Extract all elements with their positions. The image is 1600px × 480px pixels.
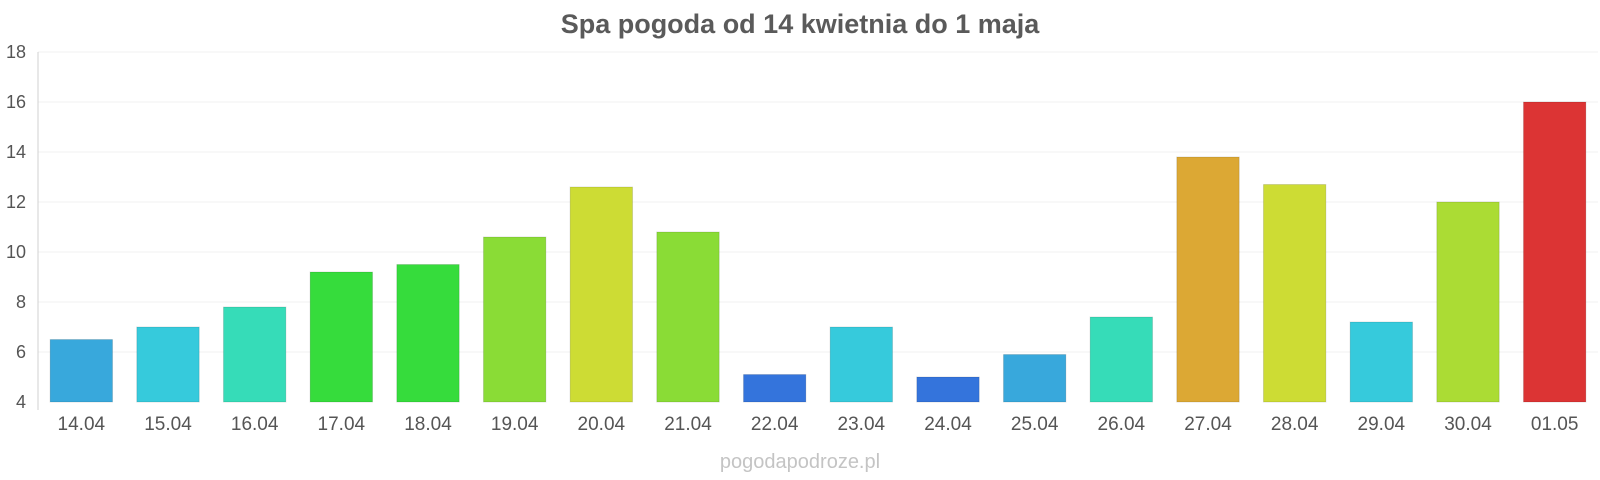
y-tick-label: 16	[6, 92, 26, 112]
bar-20.04	[569, 186, 634, 403]
bar-21.04	[656, 231, 720, 403]
x-tick-label: 24.04	[924, 414, 972, 435]
x-tick-label: 01.05	[1531, 414, 1579, 435]
x-tick-label: 16.04	[231, 414, 279, 435]
y-tick-label: 4	[16, 392, 26, 412]
bar-30.04	[1436, 201, 1500, 403]
x-tick-label: 25.04	[1011, 414, 1059, 435]
x-tick-label: 17.04	[318, 414, 366, 435]
x-tick-label: 30.04	[1444, 414, 1492, 435]
bar-16.04	[222, 306, 287, 403]
bar-27.04	[1176, 156, 1240, 403]
source-label: pogodapodroze.pl	[720, 451, 880, 473]
x-tick-label: 19.04	[491, 414, 539, 435]
x-tick-label: 27.04	[1184, 414, 1232, 435]
bar-24.04	[916, 376, 980, 403]
chart-title: Spa pogoda od 14 kwietnia do 1 maja	[561, 9, 1041, 39]
bar-18.04	[396, 264, 460, 403]
y-tick-label: 18	[6, 42, 26, 62]
x-tick-label: 28.04	[1271, 414, 1319, 435]
y-tick-label: 14	[6, 142, 26, 162]
bar-22.04	[742, 374, 807, 403]
x-tick-label: 23.04	[838, 414, 886, 435]
bar-28.04	[1262, 184, 1327, 403]
bar-15.04	[136, 326, 200, 403]
bar-layer	[49, 101, 1587, 403]
y-tick-label: 8	[16, 292, 26, 312]
bar-01.05	[1522, 101, 1587, 403]
y-tick-label: 12	[6, 192, 26, 212]
x-tick-label: 15.04	[144, 414, 192, 435]
x-tick-label: 22.04	[751, 414, 799, 435]
y-tick-label: 6	[16, 342, 26, 362]
x-tick-label: 20.04	[578, 414, 626, 435]
x-tick-label: 21.04	[664, 414, 712, 435]
x-tick-label: 26.04	[1098, 414, 1146, 435]
y-tick-label: 10	[6, 242, 26, 262]
bar-25.04	[1002, 354, 1067, 403]
bar-26.04	[1089, 316, 1154, 403]
bar-17.04	[309, 271, 374, 403]
bar-19.04	[482, 236, 547, 403]
x-tick-label: 29.04	[1358, 414, 1406, 435]
x-tick-label: 18.04	[404, 414, 452, 435]
grid-layer	[38, 51, 1598, 353]
axis-layer: 4 6 8 10 12 14 16 18 14.04 15.04 16.04 17.04 18.04 19…	[6, 42, 1578, 435]
x-tick-label: 14.04	[58, 414, 106, 435]
bar-14.04	[49, 339, 114, 403]
bar-23.04	[829, 326, 894, 403]
bar-29.04	[1349, 321, 1414, 403]
